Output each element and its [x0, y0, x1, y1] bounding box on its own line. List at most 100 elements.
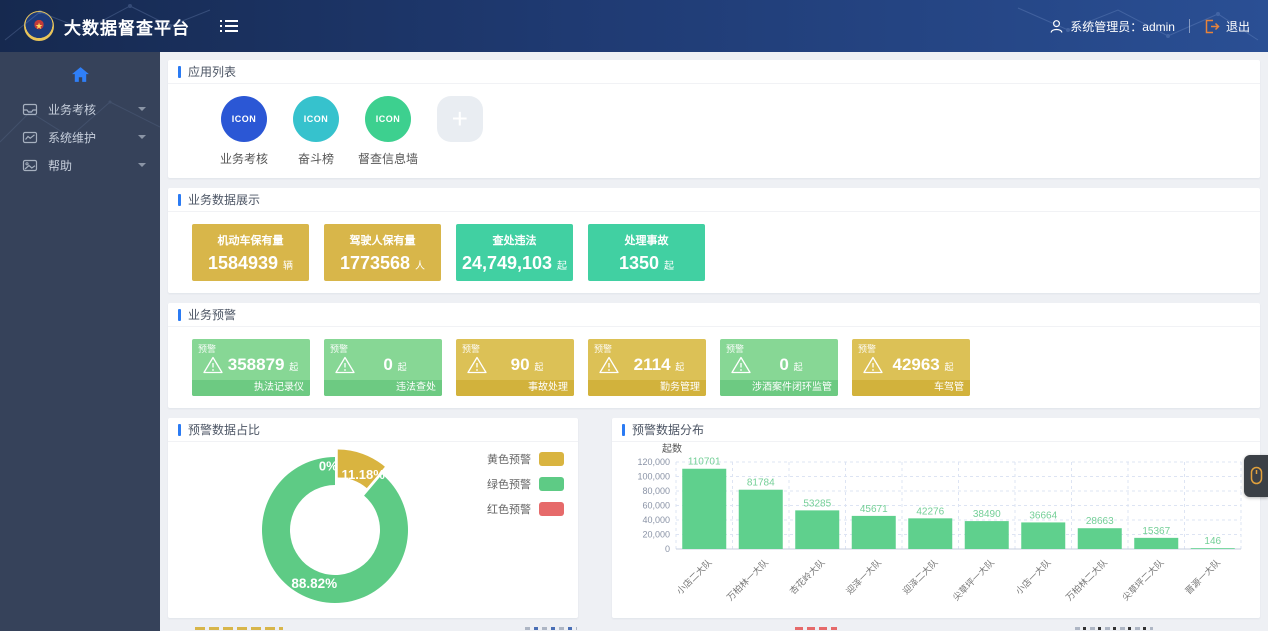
warning-triangle-icon	[863, 356, 883, 374]
warning-value: 90 起	[510, 355, 544, 374]
title-accent-bar	[178, 65, 181, 78]
svg-text:81784: 81784	[747, 478, 775, 489]
chevron-down-icon[interactable]	[138, 135, 146, 139]
warning-card-accident-handling[interactable]: 预警 90 起 事故处理	[456, 339, 574, 396]
legend-label: 绿色预警	[487, 478, 531, 491]
legend-label: 黄色预警	[487, 453, 531, 466]
svg-text:40,000: 40,000	[642, 515, 670, 525]
stat-card-accidents: 处理事故 1350 起	[588, 224, 705, 281]
legend-item-red[interactable]: 红色预警	[487, 496, 564, 521]
stat-value: 1584939 辆	[207, 253, 294, 273]
warning-category: 勤务管理	[588, 380, 706, 396]
svg-text:尖草坪二大队: 尖草坪二大队	[1120, 557, 1166, 603]
legend-item-yellow[interactable]: 黄色预警	[487, 446, 564, 471]
app-label: 督查信息墙	[357, 152, 418, 166]
section-title: 业务数据展示	[168, 188, 1260, 212]
mouse-icon	[1250, 466, 1262, 485]
app-icon[interactable]: ICON	[365, 96, 411, 142]
app-icon[interactable]: ICON	[293, 96, 339, 142]
svg-text:万柏林二大队: 万柏林二大队	[1063, 557, 1109, 603]
stat-unit: 起	[664, 261, 675, 272]
stat-title: 机动车保有量	[217, 235, 284, 247]
warning-value: 0 起	[779, 355, 803, 374]
svg-text:38490: 38490	[973, 509, 1001, 520]
svg-text:100,000: 100,000	[637, 472, 670, 482]
svg-text:小店二大队: 小店二大队	[674, 557, 714, 597]
warning-card-vehicle-admin[interactable]: 预警 42963 起 车驾管	[852, 339, 970, 396]
warning-triangle-icon	[467, 356, 487, 374]
sidebar-item-business-assessment[interactable]: 业务考核	[0, 95, 160, 123]
stat-value: 1350 起	[618, 253, 675, 273]
legend-swatch	[539, 476, 564, 491]
logout-button[interactable]: 退出	[1204, 18, 1250, 35]
donut-chart: 11.18%0% 88.82%	[261, 449, 408, 603]
warning-category: 事故处理	[456, 380, 574, 396]
app-item-business-assessment[interactable]: ICON 业务考核	[208, 96, 280, 166]
title-accent-bar	[178, 193, 181, 206]
svg-text:尖草坪一大队: 尖草坪一大队	[950, 557, 996, 603]
warning-tag: 预警	[198, 344, 217, 354]
chevron-down-icon[interactable]	[138, 163, 146, 167]
svg-text:146: 146	[1204, 536, 1221, 547]
inbox-icon	[22, 102, 38, 117]
warning-tag: 预警	[594, 344, 613, 354]
user-icon	[1050, 19, 1063, 33]
sidebar-item-system-maintenance[interactable]: 系统维护	[0, 123, 160, 151]
svg-text:28663: 28663	[1086, 516, 1114, 527]
svg-text:20,000: 20,000	[642, 530, 670, 540]
business-warning-panel: 业务预警 预警 358879 起 执法记录仪 预警 0 起 违法查处 预警 90…	[168, 303, 1260, 408]
current-user: 系统管理员：admin	[1049, 18, 1175, 35]
stat-title: 驾驶人保有量	[349, 235, 416, 247]
app-label	[424, 150, 496, 164]
warning-value: 358879 起	[227, 355, 299, 374]
app-title: 大数据督查平台	[64, 18, 190, 38]
svg-text:杏花岭大队: 杏花岭大队	[787, 557, 827, 597]
app-item-effort-ranking[interactable]: ICON 奋斗榜	[280, 96, 352, 166]
warning-card-duty-management[interactable]: 预警 2114 起 勤务管理	[588, 339, 706, 396]
stat-unit: 起	[557, 261, 568, 272]
svg-text:15367: 15367	[1142, 526, 1170, 537]
stat-card-drivers: 驾驶人保有量 1773568 人	[324, 224, 441, 281]
warning-card-violation-check[interactable]: 预警 0 起 违法查处	[324, 339, 442, 396]
legend-item-green[interactable]: 绿色预警	[487, 471, 564, 496]
section-title-text: 预警数据占比	[188, 423, 261, 437]
scroll-mouse-widget[interactable]	[1244, 455, 1268, 497]
warning-value: 2114 起	[633, 355, 685, 374]
svg-text:120,000: 120,000	[637, 457, 670, 467]
warning-card-alcohol-cases[interactable]: 预警 0 起 涉酒案件闭环监管	[720, 339, 838, 396]
app-header: ★ 大数据督查平台 系统管理员：admin 退出	[0, 0, 1268, 52]
svg-text:45671: 45671	[860, 504, 888, 515]
title-accent-bar	[178, 423, 181, 436]
logout-label: 退出	[1225, 19, 1250, 34]
sidebar: 业务考核 系统维护 帮助	[0, 52, 160, 631]
fragment	[795, 627, 837, 630]
svg-text:0: 0	[665, 544, 670, 554]
logout-icon	[1205, 19, 1220, 33]
list-menu-icon[interactable]	[220, 19, 238, 33]
warning-tag: 预警	[858, 344, 877, 354]
next-row-cutoff-fragments	[168, 627, 1260, 631]
legend-swatch	[539, 501, 564, 516]
svg-text:42276: 42276	[916, 506, 944, 517]
sidebar-item-help[interactable]: 帮助	[0, 151, 160, 179]
warning-triangle-icon	[731, 356, 751, 374]
warning-tag: 预警	[462, 344, 481, 354]
app-list-panel: 应用列表 ICON 业务考核 ICON 奋斗榜 ICON 督查信息墙 +	[168, 60, 1260, 178]
app-item-supervision-wall[interactable]: ICON 督查信息墙	[352, 96, 424, 166]
section-title: 业务预警	[168, 303, 1260, 327]
warning-card-body-cam[interactable]: 预警 358879 起 执法记录仪	[192, 339, 310, 396]
svg-text:起数: 起数	[662, 442, 682, 455]
warning-category: 执法记录仪	[192, 380, 310, 396]
fragment	[1075, 627, 1153, 630]
app-icon[interactable]: ICON	[221, 96, 267, 142]
section-title-text: 预警数据分布	[632, 423, 705, 437]
plus-icon[interactable]: +	[437, 96, 483, 142]
title-accent-bar	[622, 423, 625, 436]
warning-tag: 预警	[726, 344, 745, 354]
add-app-button[interactable]: +	[424, 96, 496, 164]
sidebar-home-button[interactable]	[0, 52, 160, 95]
warning-category: 车驾管	[852, 380, 970, 396]
chevron-down-icon[interactable]	[138, 107, 146, 111]
divider	[1188, 19, 1190, 33]
stat-title: 查处违法	[492, 235, 537, 247]
